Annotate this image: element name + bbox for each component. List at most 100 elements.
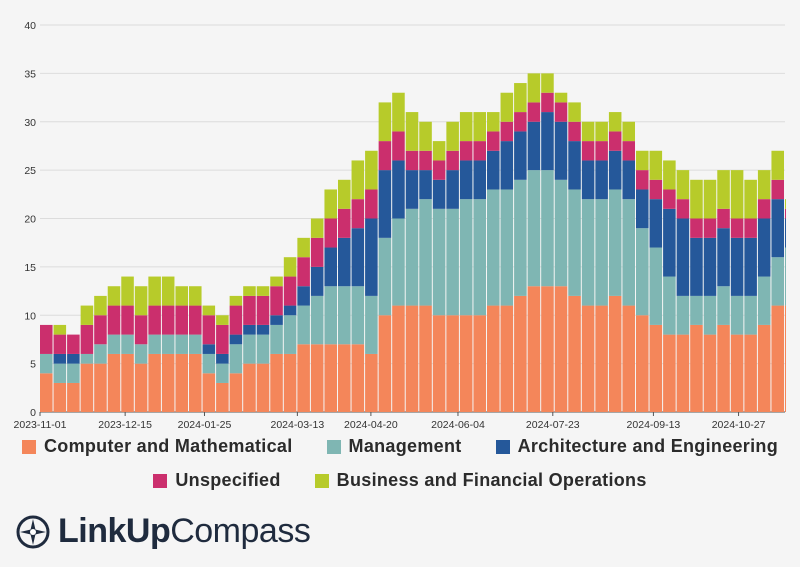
bar-segment xyxy=(175,286,188,306)
bar-segment xyxy=(459,141,473,161)
x-tick-label: 2024-04-20 xyxy=(344,419,398,431)
bar-segment xyxy=(676,218,690,296)
bar-segment xyxy=(500,189,514,306)
bar-segment xyxy=(392,92,405,132)
bar-segment xyxy=(243,286,256,296)
bar-segment xyxy=(730,237,744,296)
bar-segment xyxy=(243,363,256,412)
bar-segment xyxy=(40,353,53,374)
bar-segment xyxy=(554,92,568,103)
bar-segment xyxy=(581,160,595,200)
bar-segment xyxy=(351,228,365,287)
bar-segment xyxy=(514,112,527,132)
bar-segment xyxy=(419,150,432,171)
bar-segment xyxy=(514,83,527,113)
bar-segment xyxy=(270,353,283,412)
bar-segment xyxy=(473,112,486,142)
bar-segment xyxy=(270,315,283,325)
legend-item-computer-mathematical[interactable]: Computer and Mathematical xyxy=(21,436,293,457)
bar-segment xyxy=(771,199,784,258)
bar-segment xyxy=(283,353,297,412)
bar-segment xyxy=(107,353,121,412)
bar-segment xyxy=(595,121,608,142)
bar-segment xyxy=(365,295,378,354)
bar-segment xyxy=(703,179,717,219)
bar-segment xyxy=(730,170,744,219)
bar-segment xyxy=(663,276,676,335)
bar-segment xyxy=(324,344,337,412)
bar-segment xyxy=(459,112,473,142)
bar-segment xyxy=(568,141,581,190)
bar-segment xyxy=(568,189,581,296)
bar-segment xyxy=(148,353,161,412)
bar-segment xyxy=(744,237,757,296)
bar-segment xyxy=(297,305,310,345)
bar-segment xyxy=(595,160,608,200)
bar-segment xyxy=(202,373,216,412)
bar-segment xyxy=(527,102,541,122)
legend-swatch xyxy=(153,473,168,488)
legend-label: Business and Financial Operations xyxy=(336,470,647,490)
bar-segment xyxy=(378,170,392,238)
legend-swatch xyxy=(21,439,36,454)
bar-segment xyxy=(94,363,107,412)
legend-item-architecture-engineering[interactable]: Architecture and Engineering xyxy=(495,436,779,457)
y-tick-label: 20 xyxy=(24,214,36,226)
bar-segment xyxy=(514,295,527,412)
legend-swatch xyxy=(314,473,329,488)
legend-item-unspecified[interactable]: Unspecified xyxy=(153,470,280,491)
bar-segment xyxy=(663,334,676,412)
bar-segment xyxy=(649,247,663,325)
bar-segment xyxy=(310,344,324,412)
bar-segment xyxy=(703,295,717,335)
bar-segment xyxy=(690,218,703,238)
x-tick-label: 2024-10-27 xyxy=(712,419,766,431)
bar-segment xyxy=(378,141,392,171)
bar-segment xyxy=(636,150,649,171)
bar-segment xyxy=(351,199,365,229)
x-tick-label: 2024-09-13 xyxy=(627,419,681,431)
bar-segment xyxy=(568,295,581,412)
bar-segment xyxy=(473,160,486,200)
bar-segment xyxy=(229,334,243,345)
bar-segment xyxy=(324,218,337,248)
bar-segment xyxy=(175,353,188,412)
bar-segment xyxy=(690,179,703,219)
bar-segment xyxy=(392,218,405,306)
bar-segment xyxy=(365,218,378,296)
bar-segment xyxy=(297,286,310,306)
bar-segment xyxy=(107,334,121,354)
bar-segment xyxy=(676,170,690,200)
bar-segment xyxy=(608,131,622,151)
bar-segment xyxy=(161,276,175,306)
bar-segment xyxy=(730,295,744,335)
bar-segment xyxy=(487,189,500,306)
bars-group xyxy=(40,73,786,412)
bar-segment xyxy=(636,315,649,412)
bar-segment xyxy=(310,266,324,296)
legend-item-management[interactable]: Management xyxy=(326,436,462,457)
bar-segment xyxy=(216,363,229,383)
bar-segment xyxy=(527,121,541,171)
bar-segment xyxy=(473,141,486,161)
bar-segment xyxy=(107,305,121,335)
x-tick-label: 2023-11-01 xyxy=(14,419,67,431)
legend-label: Architecture and Engineering xyxy=(517,436,779,456)
bar-segment xyxy=(541,92,554,113)
bar-segment xyxy=(53,334,67,354)
bar-segment xyxy=(771,179,784,200)
brand-logo: LinkUpCompass xyxy=(16,512,311,551)
bar-segment xyxy=(324,189,337,219)
bar-segment xyxy=(717,208,730,229)
bar-segment xyxy=(419,170,432,200)
bar-segment xyxy=(365,150,378,190)
bar-segment xyxy=(392,131,405,161)
bar-segment xyxy=(487,131,500,151)
legend-item-business-financial[interactable]: Business and Financial Operations xyxy=(314,470,647,491)
bar-segment xyxy=(283,276,297,306)
bar-segment xyxy=(243,295,256,325)
bar-segment xyxy=(297,344,310,412)
bar-segment xyxy=(189,334,202,354)
bar-segment xyxy=(94,315,107,345)
legend-row-1: Computer and Mathematical Management Arc… xyxy=(0,436,800,457)
